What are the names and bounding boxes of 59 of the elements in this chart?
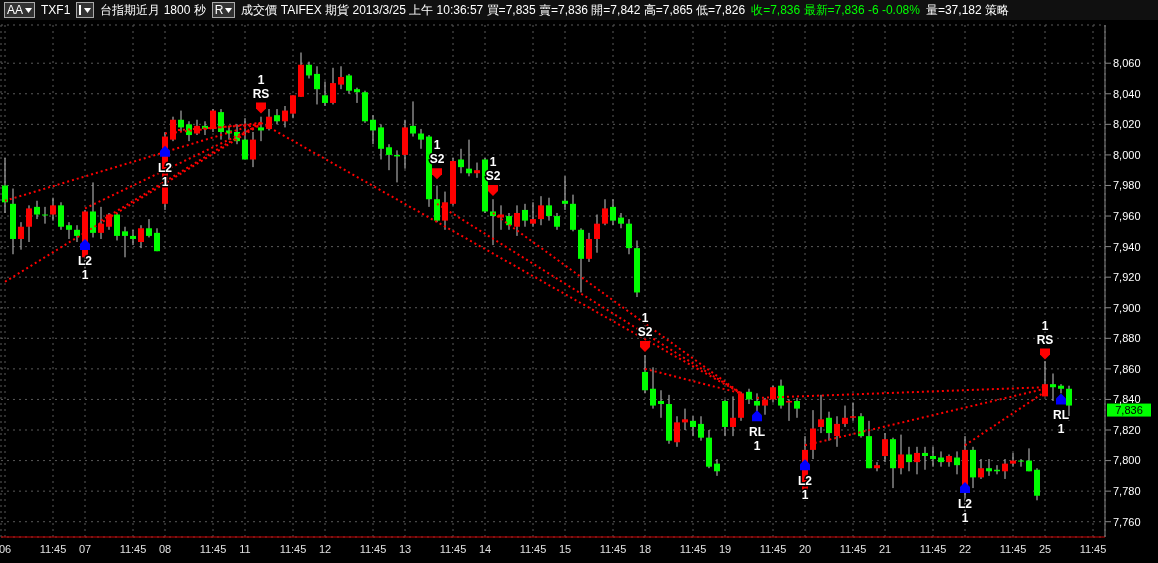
text: L2 1 — [957, 497, 973, 526]
y-tick-label: 7,760 — [1113, 515, 1141, 528]
text: 成交價 TAIFEX 期貨 2013/3/25 上午 10:36:57 買=7,835 賣=7,836 開=7,842 高=7,865 低=7,826 — [241, 1, 746, 19]
text: 量=37,182 策略 — [925, 1, 1009, 19]
x-tick-label: 18 — [638, 542, 652, 555]
x-tick-label: 14 — [478, 542, 492, 555]
x-tick-label: 11:45 — [599, 542, 627, 555]
x-tick-label: 25 — [1038, 542, 1052, 555]
x-tick-label: 06 — [0, 542, 12, 555]
x-tick-label: 21 — [878, 542, 892, 555]
x-tick-label: 11:45 — [439, 542, 467, 555]
text: 1 S2 — [637, 310, 653, 339]
y-tick-label: 7,880 — [1113, 332, 1141, 345]
y-tick-label: 7,840 — [1113, 393, 1141, 406]
y-tick-label: 7,800 — [1113, 454, 1141, 467]
series-label: RL 1 — [749, 425, 765, 454]
y-tick-label: 8,000 — [1113, 148, 1141, 161]
text: 7,836 — [1115, 404, 1143, 417]
text: 1 RS — [252, 72, 270, 101]
text: TXF1 — [41, 3, 71, 17]
x-tick-label: 19 — [718, 542, 732, 555]
text: AA — [7, 3, 24, 17]
text: 台指期近月 1800 秒 — [100, 1, 206, 19]
text: 收=7,836 最新=7,836 -6 -0.08% — [751, 1, 920, 19]
y-tick-label: 7,780 — [1113, 485, 1141, 498]
x-tick-label: 15 — [558, 542, 572, 555]
y-tick-label: 7,920 — [1113, 271, 1141, 284]
y-tick-label: 8,040 — [1113, 87, 1141, 100]
y-tick-label: 7,900 — [1113, 301, 1141, 314]
x-tick-label: 13 — [398, 542, 412, 555]
y-tick-label: 8,020 — [1113, 118, 1141, 131]
x-tick-label: 22 — [958, 542, 972, 555]
x-tick-label: 11:45 — [919, 542, 947, 555]
x-tick-label: 08 — [158, 542, 172, 555]
x-tick-label: 11:45 — [199, 542, 227, 555]
x-tick-label: 07 — [78, 542, 92, 555]
y-tick-label: 7,960 — [1113, 209, 1141, 222]
y-tick-label: 7,940 — [1113, 240, 1141, 253]
y-tick-label: 8,060 — [1113, 57, 1141, 70]
y-tick-label: 7,980 — [1113, 179, 1141, 192]
x-tick-label: 11:45 — [759, 542, 787, 555]
x-tick-label: 11:45 — [1079, 542, 1107, 555]
series-label: 1 RS — [1036, 318, 1054, 347]
x-tick-label: 11:45 — [39, 542, 67, 555]
x-tick-label: 11:45 — [119, 542, 147, 555]
y-tick-label: 7,820 — [1113, 423, 1141, 436]
x-tick-label: 12 — [318, 542, 332, 555]
x-tick-label: 11 — [239, 542, 251, 555]
text: RL 1 — [1053, 408, 1069, 437]
text: R — [214, 3, 224, 17]
y-tick-label: 7,860 — [1113, 362, 1141, 375]
x-tick-label: 11:45 — [839, 542, 867, 555]
x-tick-label: 20 — [798, 542, 812, 555]
text: L2 1 — [77, 254, 93, 283]
x-tick-label: 11:45 — [279, 542, 307, 555]
x-tick-label: 11:45 — [519, 542, 547, 555]
x-tick-label: 11:45 — [359, 542, 387, 555]
x-tick-label: 11:45 — [999, 542, 1027, 555]
x-tick-label: 11:45 — [679, 542, 707, 555]
